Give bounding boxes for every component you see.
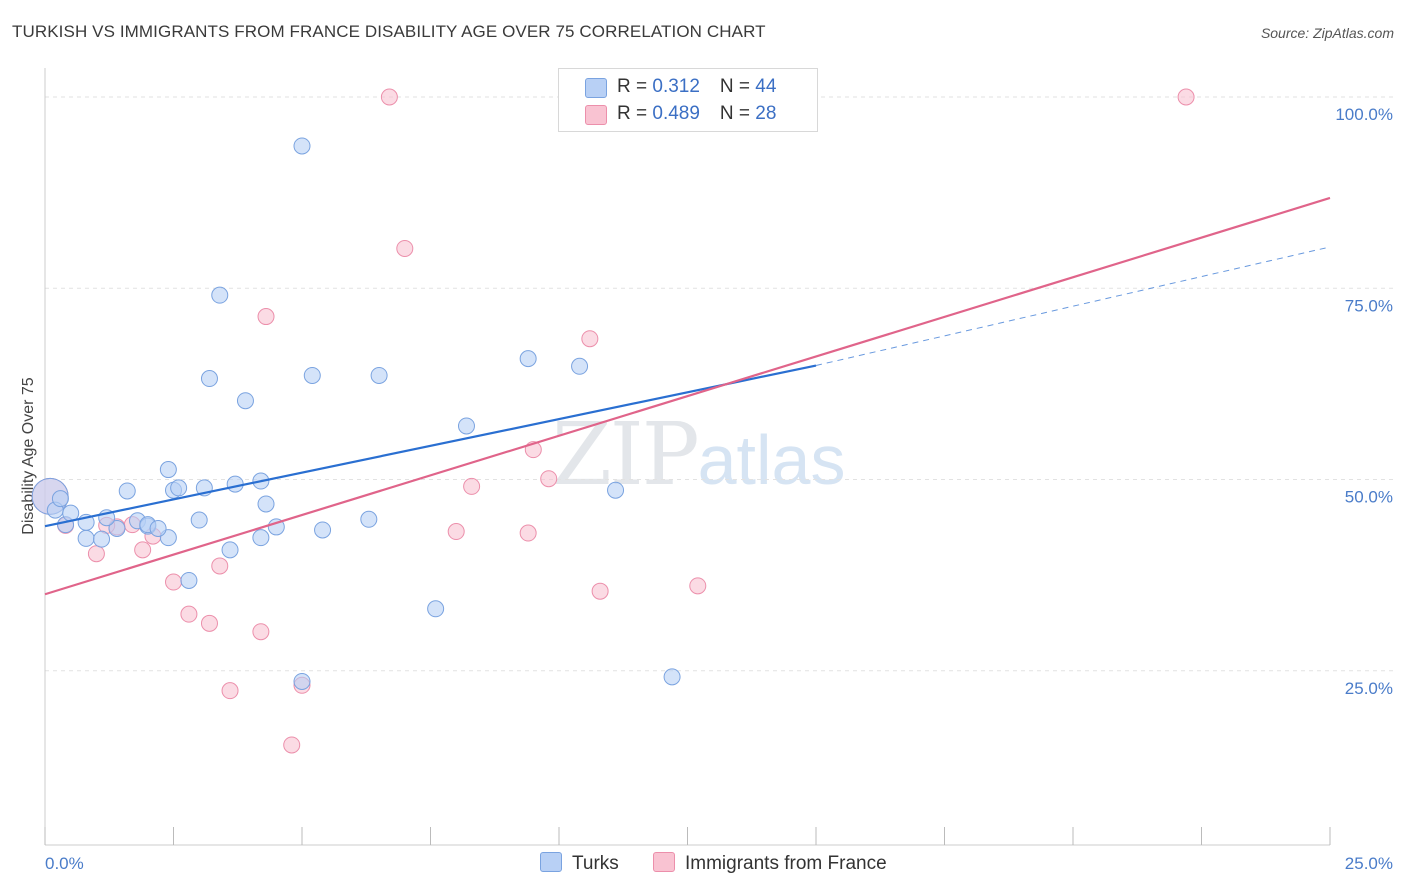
turks-point [93, 530, 111, 548]
france-point [87, 545, 105, 563]
turks-point [170, 479, 188, 497]
turks-point [257, 495, 275, 513]
france-point [257, 308, 275, 326]
bottom-legend-swatch-turks [540, 852, 562, 872]
legend-n-label: N = [719, 103, 756, 124]
turks-point [457, 417, 475, 435]
turks-point [221, 541, 239, 559]
watermark: ZIPatlas [552, 405, 845, 505]
turks-point [51, 490, 69, 508]
watermark-zip: ZIP [552, 405, 700, 505]
bottom-legend-france: Immigrants from France [653, 852, 887, 875]
france-point [689, 577, 707, 595]
legend-swatch-turks [585, 78, 607, 98]
y-tick-label: 75.0% [1345, 296, 1393, 315]
bottom-legend-label-france: Immigrants from France [685, 853, 887, 874]
france-point [200, 614, 218, 632]
y-tick-label: 50.0% [1345, 488, 1393, 507]
turks-point [108, 519, 126, 537]
france-point [591, 582, 609, 600]
y-tick-label: 25.0% [1345, 679, 1393, 698]
turks-point [303, 366, 321, 384]
turks-point [370, 366, 388, 384]
watermark-atlas: atlas [697, 421, 846, 499]
bottom-legend-swatch-france [653, 852, 675, 872]
france-point [211, 557, 229, 575]
legend-r-label: R = [617, 76, 653, 97]
france-point [540, 470, 558, 488]
turks-point [360, 510, 378, 528]
y-tick-label: 100.0% [1335, 105, 1393, 124]
france-point [463, 477, 481, 495]
legend-text-france: R = 0.489 N = 28 [617, 103, 776, 125]
legend-n-value: 44 [755, 76, 777, 97]
legend: R = 0.312 N = 44 R = 0.489 N = 28 [558, 68, 818, 132]
france-trend-line [44, 196, 1331, 596]
turks-trend-extension [815, 246, 1331, 367]
turks-point [149, 519, 167, 537]
turks-trend-line [44, 364, 817, 528]
turks-point [293, 672, 311, 690]
turks-point [267, 518, 285, 536]
turks-point [252, 529, 270, 547]
source-label: Source: ZipAtlas.com [1260, 25, 1394, 41]
france-point [283, 736, 301, 754]
france-point [134, 541, 152, 559]
legend-r-label: R = [617, 103, 653, 124]
y-axis-label: Disability Age Over 75 [20, 377, 37, 535]
legend-n-value: 28 [755, 103, 777, 124]
france-point [252, 623, 270, 641]
france-point [1177, 88, 1195, 106]
legend-text-turks: R = 0.312 N = 44 [617, 76, 776, 98]
turks-point [293, 137, 311, 155]
turks-point [427, 600, 445, 618]
legend-r-value: 0.312 [652, 76, 700, 97]
france-point [165, 573, 182, 591]
france-point [180, 605, 198, 623]
turks-point [180, 571, 198, 589]
france-point [396, 239, 414, 257]
france-point [519, 524, 537, 542]
turks-point [77, 529, 95, 547]
turks-point [211, 286, 229, 304]
legend-n-label: N = [719, 76, 756, 97]
france-point [581, 330, 599, 348]
france-point [447, 523, 465, 541]
bottom-legend-turks: Turks [540, 852, 619, 875]
legend-r-value: 0.489 [652, 103, 700, 124]
legend-swatch-france [585, 105, 607, 125]
turks-point [663, 668, 681, 686]
turks-point [236, 392, 254, 410]
turks-point [118, 482, 136, 500]
turks-point [607, 481, 625, 499]
turks-point [226, 475, 244, 493]
x-tick-label: 25.0% [1345, 854, 1393, 873]
france-point [380, 88, 398, 106]
france-point [221, 682, 239, 700]
turks-point [200, 370, 218, 388]
x-tick-label: 0.0% [45, 854, 84, 873]
bottom-legend-label-turks: Turks [572, 853, 619, 874]
turks-point [571, 357, 589, 375]
turks-point [519, 350, 537, 368]
chart-title: TURKISH VS IMMIGRANTS FROM FRANCE DISABI… [12, 22, 766, 41]
turks-point [190, 511, 208, 529]
turks-point [159, 461, 177, 479]
turks-point [314, 521, 332, 539]
